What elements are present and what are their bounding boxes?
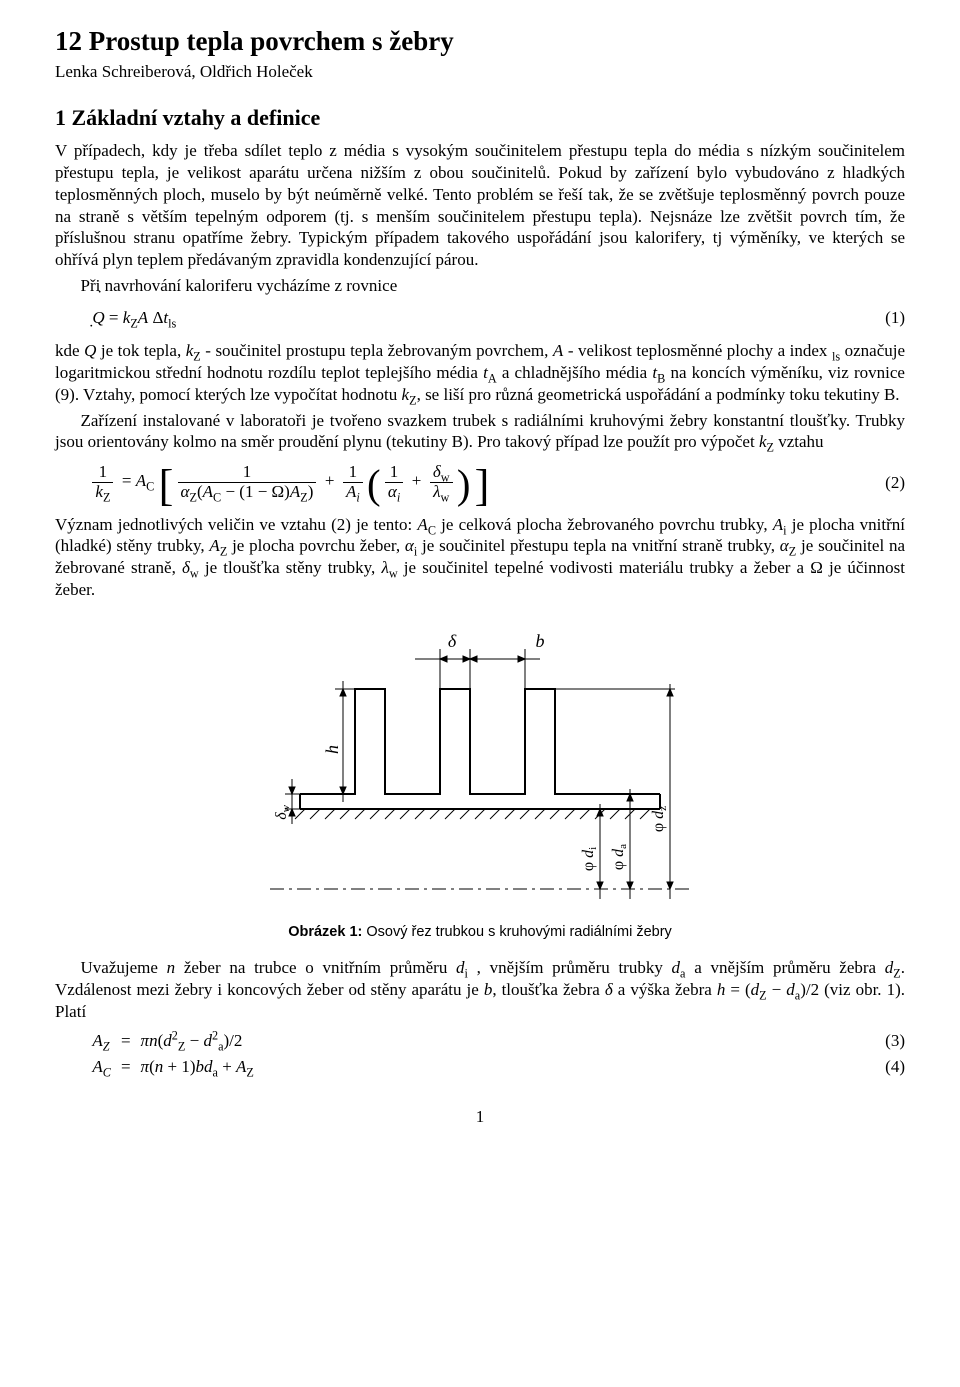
- svg-text:δw: δw: [273, 804, 292, 819]
- equation-1: Q = kZA Δtls (1): [55, 307, 905, 329]
- figure-1: δ b h δw: [55, 619, 905, 909]
- equation-1-body: Q = kZA Δtls: [55, 307, 176, 329]
- figure-1-svg: δ b h δw: [240, 619, 720, 909]
- svg-text:φ di: φ di: [580, 846, 599, 870]
- figure-1-caption: Obrázek 1: Osový řez trubkou s kruhovými…: [55, 923, 905, 942]
- svg-text:δ: δ: [448, 631, 457, 651]
- eq3-num: (3): [885, 1030, 905, 1052]
- svg-text:h: h: [322, 745, 342, 754]
- para2a-lead: kde: [55, 341, 84, 360]
- paragraph-2b: Zařízení instalované v laboratoři je tvo…: [55, 410, 905, 454]
- eq3-lhs: AZ: [92, 1030, 111, 1052]
- equation-2: 1kZ = AC [ 1 αZ(AC − (1 − Ω)AZ) + 1Ai ( …: [55, 463, 905, 501]
- page-number: 1: [55, 1106, 905, 1128]
- figure-1-caption-label: Obrázek 1:: [288, 924, 362, 940]
- authors: Lenka Schreiberová, Oldřich Holeček: [55, 61, 905, 83]
- figure-1-caption-text: Osový řez trubkou s kruhovými radiálními…: [362, 924, 671, 940]
- paragraph-2a: kde Q je tok tepla, kZ - součinitel pros…: [55, 340, 905, 405]
- equation-2-body: 1kZ = AC [ 1 αZ(AC − (1 − Ω)AZ) + 1Ai ( …: [55, 463, 489, 501]
- paragraph-1: V případech, kdy je třeba sdílet teplo z…: [55, 140, 905, 271]
- equation-2-number: (2): [873, 472, 905, 494]
- paragraph-1b: Při navrhování kaloriferu vycházíme z ro…: [55, 275, 905, 297]
- page-title: 12 Prostup tepla povrchem s žebry: [55, 24, 905, 59]
- equation-1-number: (1): [873, 307, 905, 329]
- svg-text:φ da: φ da: [610, 843, 629, 869]
- eq4-num: (4): [885, 1056, 905, 1078]
- eq3-rhs: πn(d2Z − d2a)/2: [141, 1030, 876, 1052]
- eq4-rhs: π(n + 1)bda + AZ: [141, 1056, 876, 1078]
- eq3-eq: =: [121, 1030, 131, 1052]
- section-1-heading: 1 Základní vztahy a definice: [55, 104, 905, 132]
- paragraph-3: Význam jednotlivých veličin ve vztahu (2…: [55, 514, 905, 601]
- paragraph-4: Uvažujeme n žeber na trubce o vnitřním p…: [55, 957, 905, 1022]
- eq4-lhs: AC: [92, 1056, 111, 1078]
- svg-text:b: b: [536, 631, 545, 651]
- equations-3-4: AZ = πn(d2Z − d2a)/2 (3) AC = π(n + 1)bd…: [55, 1030, 905, 1078]
- eq4-eq: =: [121, 1056, 131, 1078]
